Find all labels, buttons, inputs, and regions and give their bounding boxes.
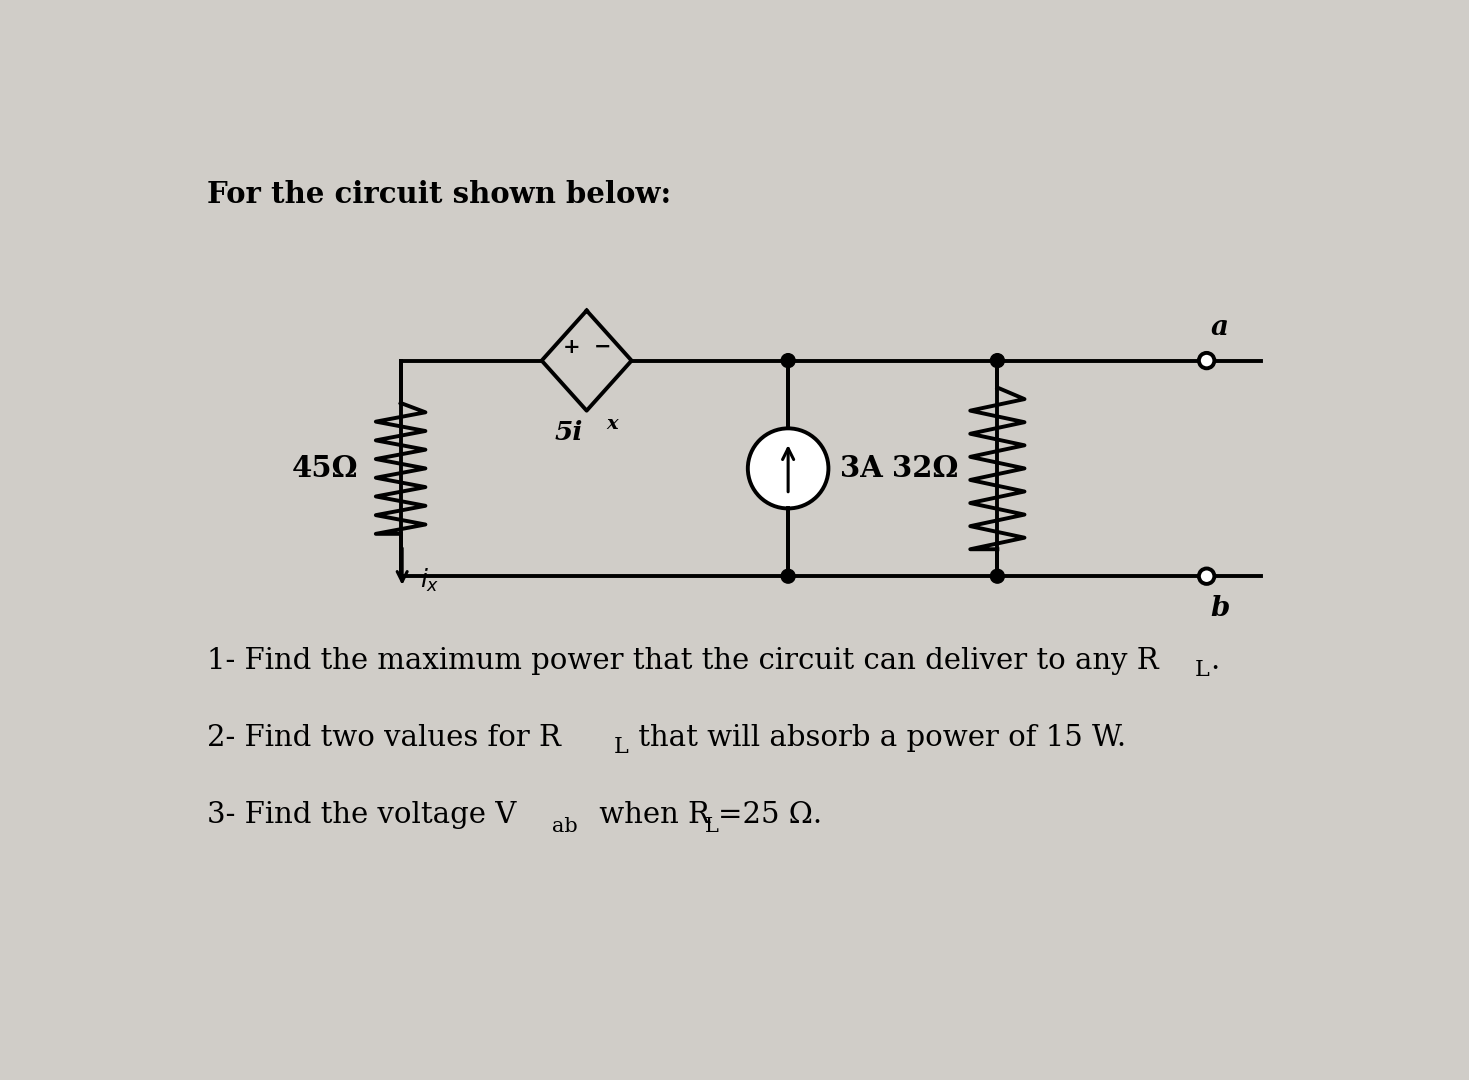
Text: .: .: [1210, 647, 1219, 675]
Text: For the circuit shown below:: For the circuit shown below:: [207, 179, 671, 208]
Circle shape: [1199, 568, 1215, 584]
Circle shape: [748, 429, 829, 509]
Circle shape: [782, 569, 795, 583]
Text: that will absorb a power of 15 W.: that will absorb a power of 15 W.: [629, 724, 1127, 752]
Text: =25 Ω.: =25 Ω.: [718, 801, 823, 829]
Text: +: +: [563, 337, 580, 356]
Text: 2- Find two values for R: 2- Find two values for R: [207, 724, 561, 752]
Text: 32Ω: 32Ω: [892, 454, 959, 483]
Text: b: b: [1210, 595, 1230, 622]
Circle shape: [782, 353, 795, 367]
Text: $i_x$: $i_x$: [420, 566, 439, 594]
Polygon shape: [542, 311, 632, 410]
Text: −: −: [593, 337, 611, 356]
Text: 45Ω: 45Ω: [291, 454, 358, 483]
Circle shape: [990, 569, 1005, 583]
Text: 5i: 5i: [554, 420, 583, 445]
Text: 1- Find the maximum power that the circuit can deliver to any R: 1- Find the maximum power that the circu…: [207, 647, 1159, 675]
Text: 3A: 3A: [840, 454, 883, 483]
Text: L: L: [705, 816, 718, 836]
Circle shape: [1199, 353, 1215, 368]
Text: when R: when R: [591, 801, 711, 829]
Text: a: a: [1210, 314, 1228, 341]
Text: 3- Find the voltage V: 3- Find the voltage V: [207, 801, 516, 829]
Text: L: L: [1194, 659, 1210, 681]
Text: L: L: [614, 737, 629, 758]
Circle shape: [990, 353, 1005, 367]
Text: ab: ab: [552, 816, 577, 836]
Text: x: x: [607, 415, 617, 432]
